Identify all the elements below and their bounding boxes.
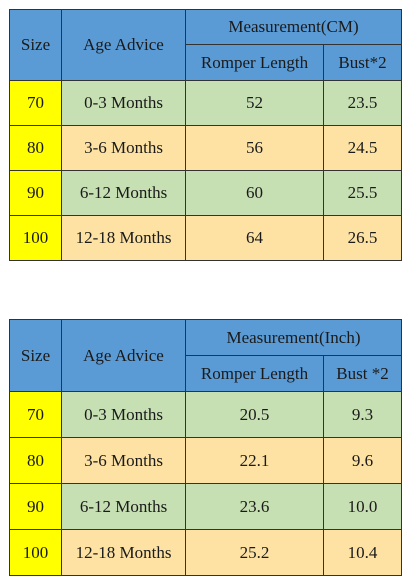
size-header: Size (9, 319, 62, 392)
age-cell: 3-6 Months (61, 125, 186, 171)
age-advice-header: Age Advice (61, 319, 186, 392)
table-row: 90 6-12 Months 60 25.5 (9, 170, 402, 216)
bust-cell: 25.5 (323, 170, 402, 216)
bust-cell: 10.4 (323, 529, 402, 576)
bust-cell: 24.5 (323, 125, 402, 171)
romper-length-cell: 60 (185, 170, 324, 216)
measurement-header: Measurement(Inch) (185, 319, 402, 356)
size-cell: 80 (9, 125, 62, 171)
table-row: 70 0-3 Months 52 23.5 (9, 80, 402, 126)
size-cell: 70 (9, 391, 62, 438)
size-cell: 90 (9, 483, 62, 530)
size-cell: 100 (9, 529, 62, 576)
size-chart-cm-table: Size Age Advice Measurement(CM) Romper L… (9, 9, 402, 261)
romper-length-cell: 22.1 (185, 437, 324, 484)
romper-length-header: Romper Length (185, 44, 324, 81)
bust-cell: 10.0 (323, 483, 402, 530)
age-cell: 0-3 Months (61, 80, 186, 126)
age-cell: 12-18 Months (61, 529, 186, 576)
table-subheader-row: Romper Length Bust*2 (10, 44, 402, 81)
romper-length-cell: 56 (185, 125, 324, 171)
size-cell: 100 (9, 215, 62, 261)
table-header-row: Size Age Advice Measurement(Inch) (9, 319, 402, 392)
romper-length-cell: 52 (185, 80, 324, 126)
romper-length-cell: 25.2 (185, 529, 324, 576)
age-cell: 6-12 Months (61, 170, 186, 216)
size-cell: 70 (9, 80, 62, 126)
bust-cell: 9.6 (323, 437, 402, 484)
age-cell: 6-12 Months (61, 483, 186, 530)
table-row: 80 3-6 Months 22.1 9.6 (9, 437, 402, 484)
table-row: 80 3-6 Months 56 24.5 (9, 125, 402, 171)
table-row: 100 12-18 Months 25.2 10.4 (9, 529, 402, 576)
age-advice-header: Age Advice (61, 9, 186, 81)
age-cell: 12-18 Months (61, 215, 186, 261)
size-header: Size (9, 9, 62, 81)
table-row: 70 0-3 Months 20.5 9.3 (9, 391, 402, 438)
bust-cell: 23.5 (323, 80, 402, 126)
table-header-row: Size Age Advice Measurement(CM) (9, 9, 402, 81)
romper-length-cell: 23.6 (185, 483, 324, 530)
size-cell: 80 (9, 437, 62, 484)
age-cell: 3-6 Months (61, 437, 186, 484)
romper-length-cell: 20.5 (185, 391, 324, 438)
size-cell: 90 (9, 170, 62, 216)
bust-cell: 9.3 (323, 391, 402, 438)
table-row: 100 12-18 Months 64 26.5 (9, 215, 402, 261)
bust-header: Bust *2 (323, 355, 402, 392)
table-row: 90 6-12 Months 23.6 10.0 (9, 483, 402, 530)
age-cell: 0-3 Months (61, 391, 186, 438)
bust-cell: 26.5 (323, 215, 402, 261)
romper-length-header: Romper Length (185, 355, 324, 392)
romper-length-cell: 64 (185, 215, 324, 261)
measurement-header: Measurement(CM) (185, 9, 402, 45)
bust-header: Bust*2 (323, 44, 402, 81)
size-chart-inch-table: Size Age Advice Measurement(Inch) Romper… (9, 319, 402, 576)
